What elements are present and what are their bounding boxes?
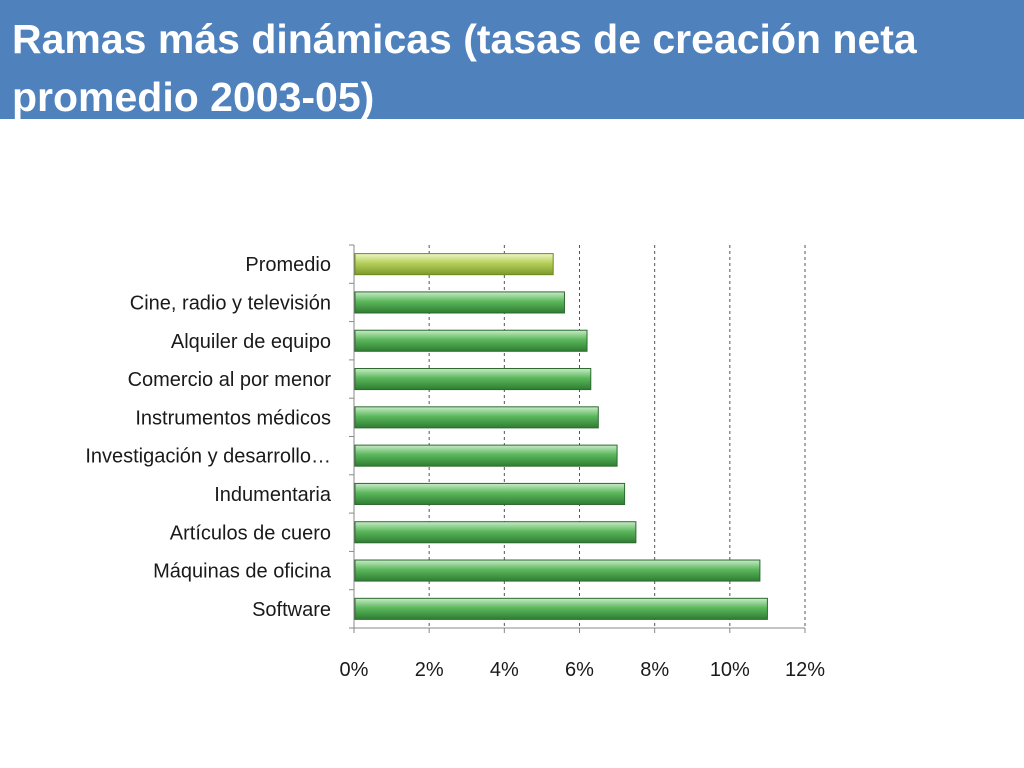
slide-title: Ramas más dinámicas (tasas de creación n… [12, 16, 917, 120]
bar [354, 329, 588, 352]
bar [354, 253, 554, 276]
x-tick-label: 6% [565, 659, 594, 681]
bars [354, 253, 768, 620]
category-label: Investigación y desarrollo… [85, 446, 331, 468]
bar [354, 368, 592, 391]
x-tick-label: 12% [785, 659, 825, 681]
bar [354, 291, 565, 314]
x-tick-label: 8% [640, 659, 669, 681]
bar [354, 482, 626, 505]
category-label: Alquiler de equipo [171, 331, 331, 353]
category-label: Software [252, 599, 331, 621]
title-band: Ramas más dinámicas (tasas de creación n… [0, 0, 1024, 120]
bar [354, 444, 618, 467]
category-label: Instrumentos médicos [135, 407, 331, 429]
category-labels: Promedio Cine, radio y televisión Alquiler… [85, 254, 332, 621]
category-label: Comercio al por menor [128, 369, 332, 391]
x-tick-label: 4% [490, 659, 519, 681]
bar [354, 406, 599, 429]
bar [354, 521, 637, 544]
category-label: Indumentaria [214, 484, 332, 506]
bar [354, 559, 761, 582]
axes [349, 244, 806, 633]
category-label: Cine, radio y televisión [130, 292, 331, 314]
x-tick-label: 2% [415, 659, 444, 681]
bar [354, 597, 768, 620]
category-label: Artículos de cuero [170, 522, 331, 544]
category-label: Máquinas de oficina [153, 561, 332, 583]
category-label: Promedio [245, 254, 331, 276]
x-tick-label: 0% [340, 659, 369, 681]
tick-labels: 0% 2% 4% 6% 8% 10% 12% [340, 659, 826, 681]
x-tick-label: 10% [710, 659, 750, 681]
